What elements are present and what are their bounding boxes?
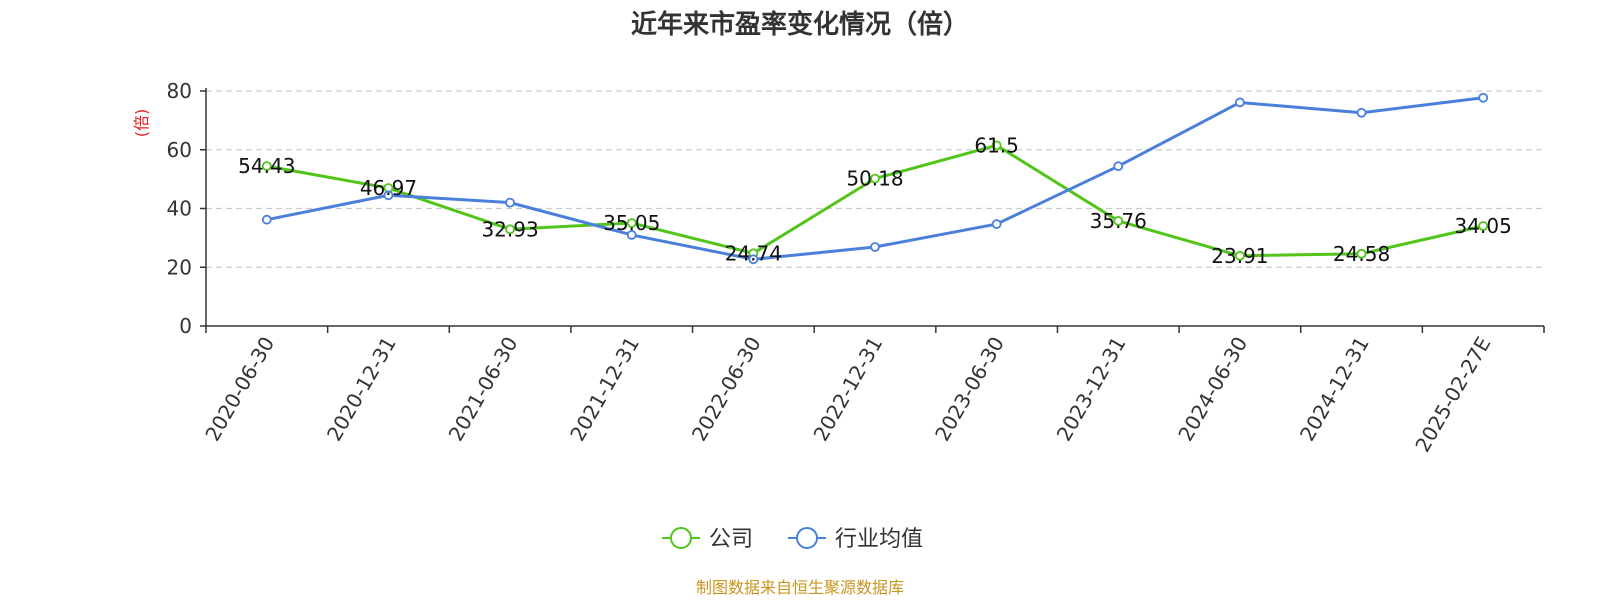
source-note: 制图数据来自恒生聚源数据库 bbox=[696, 578, 904, 597]
x-tick-label: 2022-06-30 bbox=[687, 333, 766, 446]
series-line-0 bbox=[266, 143, 1484, 258]
legend-item-1[interactable]: 行业均值 bbox=[788, 527, 923, 552]
data-point[interactable] bbox=[261, 161, 272, 172]
y-tick-label: 40 bbox=[167, 197, 192, 221]
legend-label: 行业均值 bbox=[835, 527, 923, 552]
data-point[interactable] bbox=[505, 197, 515, 208]
data-point[interactable] bbox=[261, 214, 272, 225]
data-point[interactable] bbox=[1113, 216, 1124, 226]
x-tick-label: 2021-06-30 bbox=[444, 333, 523, 446]
x-tick-label: 2020-12-31 bbox=[322, 333, 401, 446]
data-point[interactable] bbox=[1478, 221, 1489, 231]
data-label: 54.43 bbox=[238, 154, 295, 178]
chart-title: 近年来市盈率变化情况（倍） bbox=[631, 9, 969, 40]
data-point[interactable] bbox=[870, 173, 880, 184]
data-point[interactable] bbox=[1356, 107, 1367, 118]
data-label: 24.58 bbox=[1333, 242, 1390, 266]
data-label: 46.97 bbox=[360, 176, 417, 200]
y-tick-label: 0 bbox=[179, 314, 192, 338]
data-label: 24.74 bbox=[725, 241, 782, 265]
data-point[interactable] bbox=[505, 224, 515, 235]
data-point[interactable] bbox=[1235, 250, 1245, 261]
legend[interactable]: 公司 行业均值 bbox=[662, 527, 923, 552]
data-labels: 54.43 46.97 32.93 35.05 24.74 50.18 61.5 35.76 2… bbox=[238, 133, 1512, 267]
data-point[interactable] bbox=[1113, 161, 1124, 172]
data-label: 35.76 bbox=[1090, 209, 1147, 233]
data-label: 34.05 bbox=[1455, 214, 1512, 238]
x-tick-label: 2021-12-31 bbox=[565, 333, 644, 446]
y-axis-label: (倍) bbox=[132, 109, 151, 138]
x-tick-label: 2022-12-31 bbox=[808, 333, 887, 446]
legend-marker bbox=[670, 527, 692, 549]
data-label: 35.05 bbox=[603, 211, 660, 235]
data-point[interactable] bbox=[748, 254, 759, 265]
data-label: 61.5 bbox=[974, 133, 1019, 157]
data-point[interactable] bbox=[1235, 97, 1245, 108]
x-tick-label: 2023-06-30 bbox=[930, 333, 1009, 446]
data-point[interactable] bbox=[991, 140, 1002, 151]
grid-lines bbox=[206, 90, 1544, 268]
x-tick-label: 2020-06-30 bbox=[200, 333, 279, 446]
data-point[interactable] bbox=[626, 230, 637, 240]
data-point[interactable] bbox=[991, 219, 1002, 229]
data-point[interactable] bbox=[383, 190, 394, 201]
x-tick-label: 2024-12-31 bbox=[1295, 333, 1374, 446]
data-point[interactable] bbox=[870, 242, 880, 252]
y-tick-label: 60 bbox=[167, 138, 192, 162]
data-label: 23.91 bbox=[1211, 244, 1268, 268]
legend-item-0[interactable]: 公司 bbox=[662, 527, 753, 552]
data-label: 32.93 bbox=[481, 217, 538, 241]
y-tick-label: 80 bbox=[167, 79, 192, 103]
x-tick-label: 2025-02-27E bbox=[1410, 333, 1495, 457]
x-tick-label: 2023-12-31 bbox=[1052, 333, 1131, 446]
x-tick-label: 2024-06-30 bbox=[1173, 333, 1252, 446]
y-tick-label: 20 bbox=[167, 255, 192, 279]
data-point[interactable] bbox=[1356, 248, 1367, 259]
series-lines bbox=[261, 92, 1489, 265]
data-point[interactable] bbox=[626, 218, 637, 228]
legend-marker bbox=[796, 527, 818, 549]
data-point[interactable] bbox=[1478, 92, 1489, 103]
data-label: 50.18 bbox=[846, 167, 903, 191]
legend-label: 公司 bbox=[709, 527, 753, 552]
